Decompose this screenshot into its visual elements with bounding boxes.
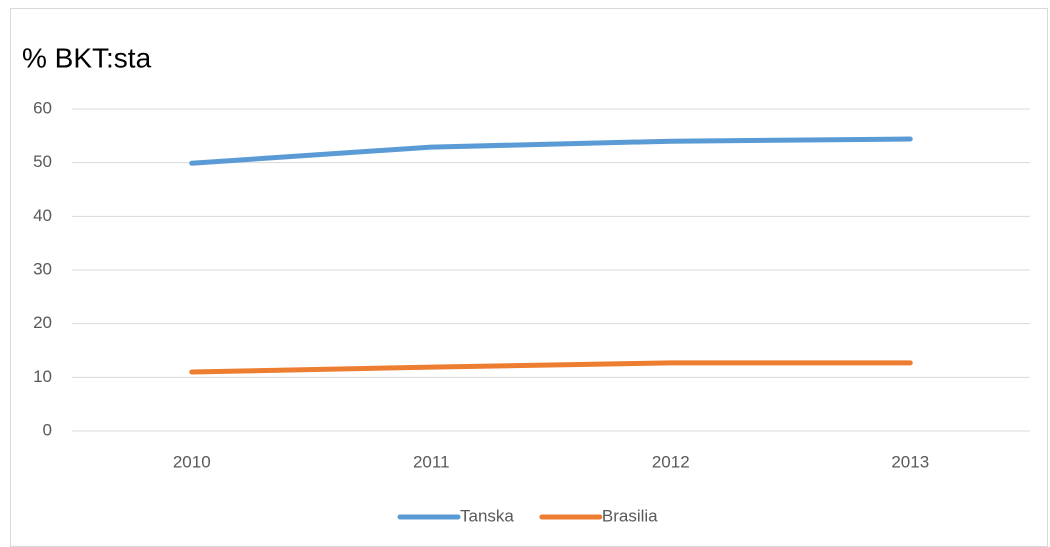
y-tick-label: 10 [33, 367, 52, 386]
line-series [189, 136, 913, 166]
chart-border [10, 8, 1048, 547]
x-tick-label: 2012 [652, 452, 690, 471]
x-tick-label: 2010 [173, 452, 211, 471]
x-tick-label: 2011 [413, 452, 450, 471]
legend-label: Brasilia [602, 506, 658, 525]
line-series [189, 360, 913, 375]
legend-label: Tanska [460, 506, 514, 525]
y-tick-label: 40 [33, 206, 52, 225]
x-tick-label: 2013 [891, 452, 929, 471]
chart-title: % BKT:sta [22, 42, 152, 73]
y-tick-label: 0 [43, 420, 52, 439]
y-tick-label: 20 [33, 313, 52, 332]
y-tick-label: 50 [33, 152, 52, 171]
y-tick-label: 30 [33, 259, 52, 278]
y-tick-label: 60 [33, 98, 52, 117]
